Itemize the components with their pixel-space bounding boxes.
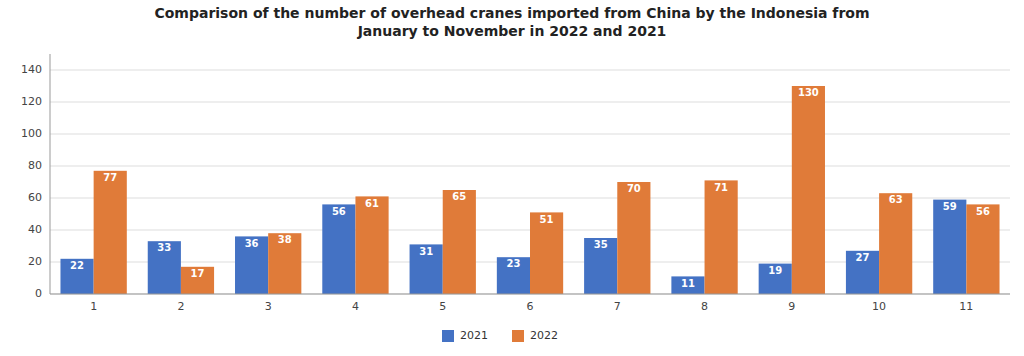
data-label: 65 bbox=[452, 191, 466, 202]
bar bbox=[94, 171, 127, 294]
legend-swatch bbox=[512, 330, 524, 342]
y-tick-label: 20 bbox=[28, 255, 42, 268]
bar bbox=[355, 196, 388, 294]
legend-label: 2022 bbox=[530, 329, 558, 342]
y-tick-label: 60 bbox=[28, 191, 42, 204]
x-tick-label: 3 bbox=[265, 300, 272, 313]
data-label: 63 bbox=[889, 194, 903, 205]
bar bbox=[235, 236, 268, 294]
title-line: Comparison of the number of overhead cra… bbox=[154, 5, 869, 21]
bar bbox=[846, 251, 879, 294]
legend-label: 2021 bbox=[460, 329, 488, 342]
data-label: 11 bbox=[681, 278, 695, 289]
data-label: 56 bbox=[332, 206, 346, 217]
title: Comparison of the number of overhead cra… bbox=[154, 5, 869, 39]
y-axis-line bbox=[50, 54, 51, 294]
x-tick-label: 8 bbox=[701, 300, 708, 313]
data-labels: 22 33 36 56 31 23 35 11 19 27 59 77 17 38 61 65 51 70 71 13… bbox=[70, 87, 990, 288]
bar bbox=[322, 204, 355, 294]
bar bbox=[617, 182, 650, 294]
x-tick-label: 7 bbox=[614, 300, 621, 313]
data-label: 36 bbox=[245, 238, 259, 249]
data-label: 59 bbox=[943, 201, 957, 212]
bar bbox=[497, 257, 530, 294]
grid-line bbox=[50, 102, 1010, 103]
data-label: 17 bbox=[191, 268, 205, 279]
grid-line bbox=[50, 198, 1010, 199]
bar bbox=[530, 212, 563, 294]
data-label: 51 bbox=[540, 214, 554, 225]
chart-svg: Comparison of the number of overhead cra… bbox=[0, 0, 1024, 356]
y-tick-label: 120 bbox=[21, 95, 42, 108]
bar bbox=[933, 200, 966, 294]
x-tick-label: 11 bbox=[959, 300, 973, 313]
x-tick-label: 9 bbox=[788, 300, 795, 313]
bar bbox=[268, 233, 301, 294]
grid-line bbox=[50, 134, 1010, 135]
y-tick-label: 140 bbox=[21, 63, 42, 76]
data-label: 56 bbox=[976, 206, 990, 217]
data-label: 35 bbox=[594, 239, 608, 250]
x-tick-label: 5 bbox=[439, 300, 446, 313]
legend: 2021 2022 bbox=[442, 329, 558, 342]
data-label: 71 bbox=[714, 182, 728, 193]
bars bbox=[60, 86, 999, 294]
data-label: 38 bbox=[278, 234, 292, 245]
grid-line bbox=[50, 70, 1010, 71]
data-label: 33 bbox=[157, 242, 171, 253]
data-label: 77 bbox=[103, 172, 117, 183]
bar bbox=[60, 259, 93, 294]
data-label: 19 bbox=[768, 265, 782, 276]
chart-container: Comparison of the number of overhead cra… bbox=[0, 0, 1024, 356]
bar bbox=[705, 180, 738, 294]
grid-line bbox=[50, 294, 1010, 295]
x-tick-label: 10 bbox=[872, 300, 886, 313]
data-label: 130 bbox=[798, 87, 819, 98]
page: {"chart_data": {"type": "bar", "title": … bbox=[0, 0, 1024, 356]
grid-line bbox=[50, 166, 1010, 167]
data-label: 22 bbox=[70, 260, 84, 271]
legend-swatch bbox=[442, 330, 454, 342]
bar bbox=[148, 241, 181, 294]
bar bbox=[410, 244, 443, 294]
data-label: 23 bbox=[506, 258, 520, 269]
bar bbox=[584, 238, 617, 294]
y-tick-label: 40 bbox=[28, 223, 42, 236]
bar bbox=[966, 204, 999, 294]
x-tick-label: 4 bbox=[352, 300, 359, 313]
x-tick-label: 6 bbox=[527, 300, 534, 313]
data-label: 70 bbox=[627, 183, 641, 194]
bar bbox=[671, 276, 704, 294]
title-line: January to November in 2022 and 2021 bbox=[357, 23, 667, 39]
bar bbox=[792, 86, 825, 294]
y-tick-label: 100 bbox=[21, 127, 42, 140]
data-label: 61 bbox=[365, 198, 379, 209]
grid bbox=[50, 70, 1010, 294]
bar bbox=[879, 193, 912, 294]
x-tick-label: 1 bbox=[90, 300, 97, 313]
y-tick-label: 0 bbox=[35, 287, 42, 300]
x-axis-line bbox=[50, 294, 1010, 295]
bar bbox=[443, 190, 476, 294]
data-label: 27 bbox=[856, 252, 870, 263]
data-label: 31 bbox=[419, 246, 433, 257]
bar bbox=[759, 264, 792, 294]
x-tick-label: 2 bbox=[177, 300, 184, 313]
bar bbox=[181, 267, 214, 294]
y-tick-label: 80 bbox=[28, 159, 42, 172]
